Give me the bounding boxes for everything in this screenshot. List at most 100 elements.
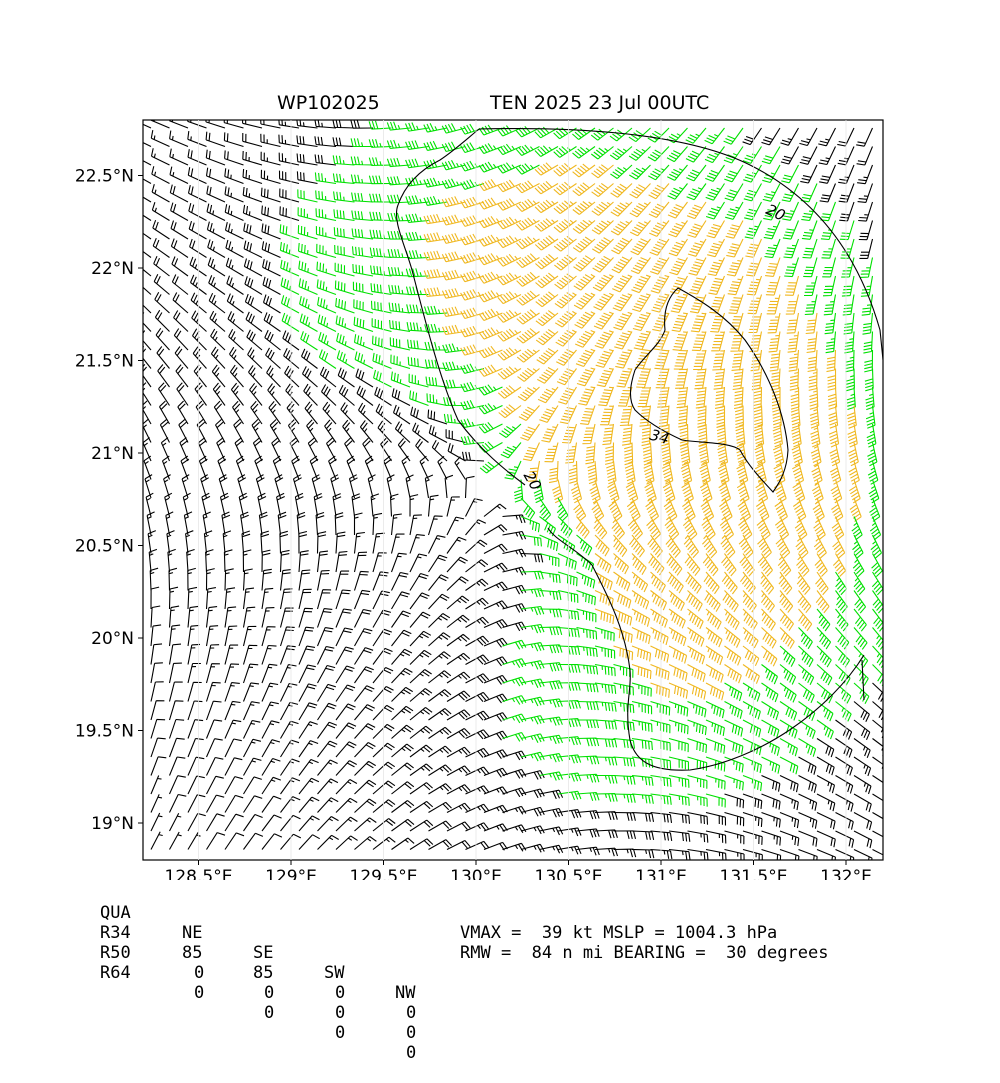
- wind-barb: [752, 386, 763, 410]
- wind-barb: [224, 221, 244, 240]
- wind-barb: [520, 660, 545, 670]
- wind-barb: [862, 312, 874, 335]
- wind-barb: [848, 460, 860, 485]
- wind-barb: [520, 534, 542, 547]
- wind-barb: [314, 172, 337, 185]
- wind-barb: [251, 419, 263, 443]
- wind-barb: [857, 183, 874, 203]
- wind-barb: [846, 386, 856, 411]
- wind-barb: [207, 239, 226, 258]
- wind-barb: [183, 511, 193, 536]
- wind-barb: [224, 606, 237, 628]
- wind-barb: [724, 645, 742, 666]
- wind-barb: [330, 474, 340, 499]
- wind-barb: [724, 848, 745, 860]
- header-qua: QUA: [100, 903, 131, 923]
- wind-barb: [554, 273, 577, 290]
- wind-barb: [234, 437, 244, 462]
- wind-barb: [298, 721, 318, 739]
- wind-barb: [428, 820, 452, 832]
- wind-barb: [643, 460, 655, 485]
- wind-barb: [872, 701, 883, 721]
- wind-barb: [725, 201, 744, 220]
- wind-barb: [168, 700, 184, 721]
- wind-barb: [478, 364, 503, 377]
- wind-barb: [687, 774, 708, 789]
- y-tick-label: 19.5°N: [75, 722, 134, 742]
- wind-barb: [857, 164, 874, 185]
- wind-barb: [189, 238, 207, 258]
- wind-barb: [351, 246, 374, 259]
- wind-barb: [187, 605, 199, 628]
- wind-barb: [216, 437, 226, 462]
- wind-barb: [187, 131, 207, 148]
- wind-barb: [337, 367, 355, 388]
- wind-barb: [226, 275, 244, 295]
- wind-barb: [576, 810, 600, 820]
- wind-barb: [613, 700, 635, 714]
- wind-barb: [409, 494, 419, 517]
- wind-barb: [502, 548, 527, 558]
- wind-barb: [839, 220, 855, 241]
- wind-barb: [336, 332, 355, 351]
- wind-barb: [816, 701, 834, 722]
- wind-barb: [820, 220, 837, 241]
- wind-barb: [853, 571, 866, 596]
- wind-barb: [428, 708, 452, 721]
- wind-barb: [724, 737, 744, 755]
- wind-barb: [369, 247, 392, 259]
- wind-barb: [222, 530, 232, 554]
- vmax-mslp-line: VMAX = 39 kt MSLP = 1004.3 hPa: [460, 923, 778, 943]
- wind-barb: [835, 701, 852, 722]
- wind-barb: [742, 664, 760, 684]
- x-tick-label: 128.5°E: [165, 867, 233, 880]
- wind-barb: [513, 479, 524, 503]
- wind-barb: [441, 214, 466, 226]
- wind-barb: [779, 719, 798, 739]
- wind-barb: [409, 630, 432, 647]
- wind-barb: [613, 830, 637, 840]
- wind-barb: [650, 737, 671, 752]
- wind-barb: [629, 534, 645, 558]
- wind-barb: [502, 731, 527, 742]
- wind-barb: [335, 741, 357, 758]
- wind-barb: [478, 422, 503, 434]
- wind-barb: [742, 738, 762, 756]
- wind-barb: [187, 586, 198, 610]
- wind-barb: [354, 723, 376, 739]
- wind-barb: [835, 793, 854, 812]
- wind-barb: [798, 848, 818, 860]
- wind-barb: [724, 701, 743, 719]
- wind-barb: [242, 204, 263, 222]
- wind-barb: [446, 536, 467, 554]
- wind-barb: [441, 306, 466, 317]
- wind-barb: [177, 400, 189, 425]
- wind-barb: [702, 534, 718, 559]
- wind-barb: [557, 571, 578, 587]
- wind-barb: [372, 512, 383, 536]
- wind-barb: [372, 532, 385, 554]
- wind-barb: [299, 295, 318, 314]
- radii-row-r64: R64 0 0 0 0: [100, 943, 416, 1083]
- wind-barb: [425, 376, 448, 388]
- wind-barb: [278, 152, 300, 166]
- wind-barb: [261, 776, 281, 795]
- wind-barb: [428, 689, 452, 702]
- wind-barb: [705, 830, 727, 844]
- wind-barb: [317, 834, 339, 850]
- wind-barb: [867, 460, 879, 485]
- wind-barb: [520, 423, 540, 441]
- wind-barb: [827, 386, 838, 410]
- wind-barb: [460, 233, 485, 246]
- wind-barb: [207, 257, 226, 277]
- wind-barb: [266, 365, 281, 388]
- wind-barb: [460, 325, 485, 338]
- wind-barb: [744, 201, 762, 221]
- wind-barb: [307, 437, 318, 462]
- wind-barb: [755, 479, 769, 504]
- wind-barb: [704, 590, 721, 612]
- wind-barb: [574, 329, 596, 348]
- wind-barb: [831, 497, 844, 522]
- wind-barb: [279, 645, 296, 665]
- wind-barb: [279, 664, 297, 684]
